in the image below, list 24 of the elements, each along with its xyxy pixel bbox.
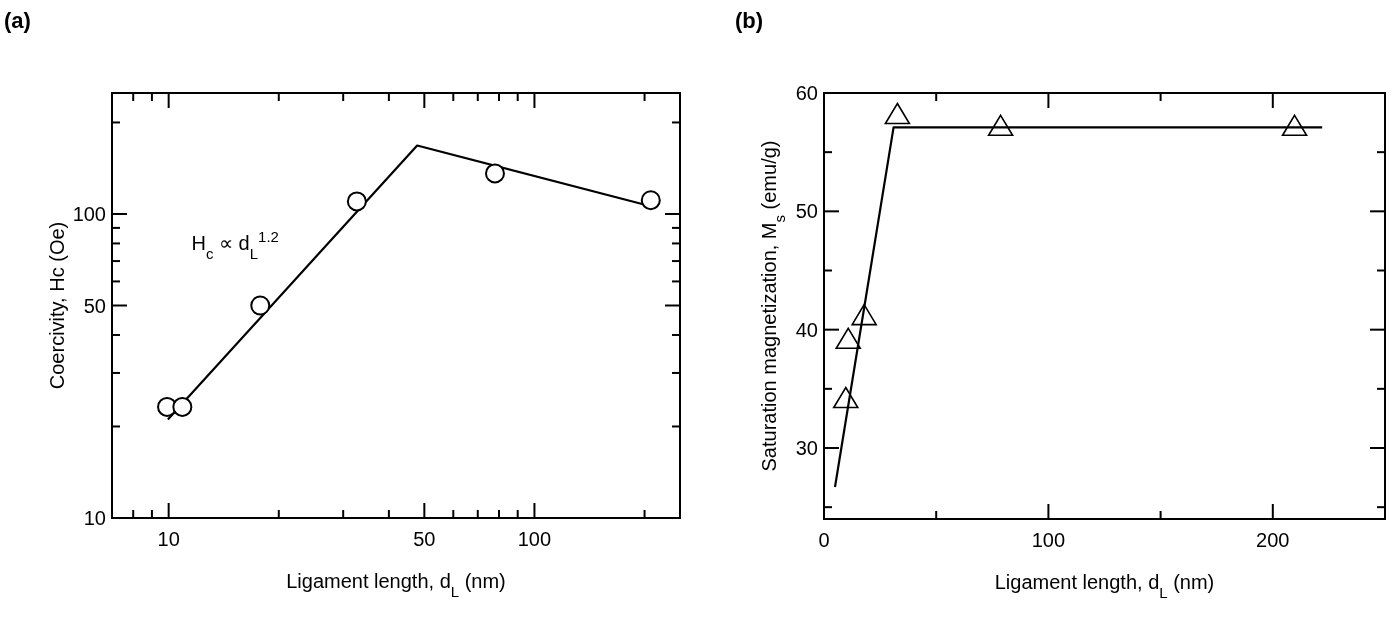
y-tick-label: 100 [72,202,106,225]
y-axis-title: Coercivity, Hc (Oe) [46,221,68,390]
point [987,114,1014,137]
point [835,327,862,350]
x-tick-label: 200 [1256,529,1290,551]
x-axis-title: Ligament length, d$_{L}$ (nm) [286,570,506,600]
point [1281,114,1308,137]
y-tick-label: 40 [795,318,818,341]
point [851,303,877,326]
y-tick-label: 60 [795,82,818,104]
point [884,102,911,125]
chart-title: (a) [4,8,31,33]
x-tick-label: 100 [517,528,552,550]
point [832,386,859,409]
y-tick-label: 50 [795,200,818,223]
x-tick-label: 50 [413,528,436,550]
y-tick-label: 50 [83,294,106,317]
x-tick-label: 0 [818,529,830,551]
y-tick-label: 30 [795,437,818,459]
chart-title: (b) [735,8,764,33]
y-tick-label: 10 [83,507,106,529]
x-axis-title: Ligament length, d$_{L}$ (nm) [994,571,1215,601]
x-tick-label: 100 [1031,529,1066,551]
x-tick-label: 10 [157,528,180,550]
